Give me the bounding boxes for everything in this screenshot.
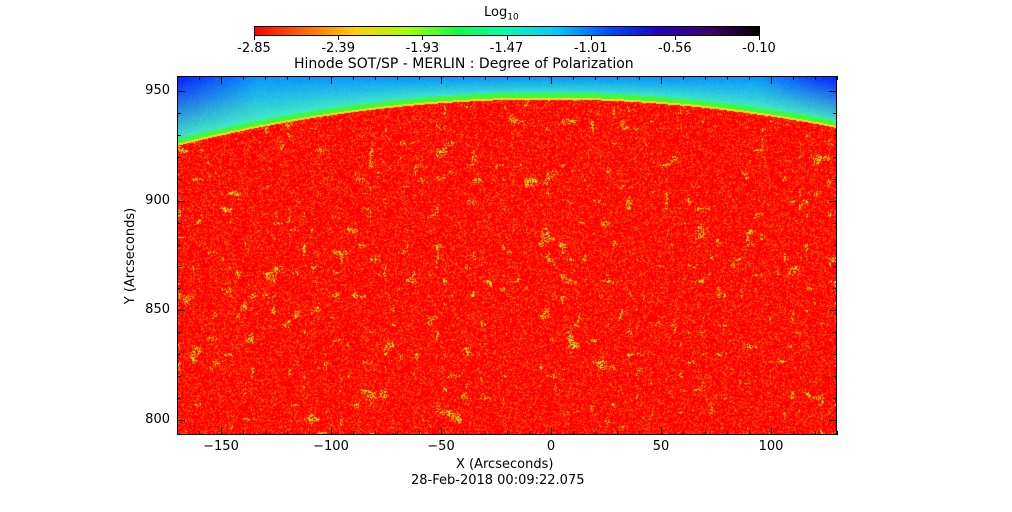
colorbar-tick-label: -1.01 [573,41,608,56]
colorbar-tick-label: -0.56 [658,41,692,56]
timestamp: 28-Feb-2018 00:09:22.075 [411,473,585,488]
y-tick-label: 800 [145,411,170,427]
colorbar-tick-label: -2.39 [321,41,355,56]
figure-title: Hinode SOT/SP - MERLIN : Degree of Polar… [294,56,634,72]
colorbar-tick-label: -1.93 [405,41,440,56]
colorbar-tick-label: -2.85 [237,41,271,56]
colorbar-tick [759,36,760,40]
y-tick-label: 900 [145,192,170,208]
x-tick-label: −100 [313,439,349,454]
colorbar-title: Log10 [484,6,519,25]
x-tick-label: −50 [427,439,455,454]
y-tick-label: 950 [145,83,170,99]
x-axis-label: X (Arcseconds) [456,457,554,472]
colorbar-title-sub: 10 [507,12,519,23]
polarization-map [178,77,836,434]
colorbar-tick [590,36,592,40]
polarization-image [177,76,837,435]
y-tick-label: 850 [145,302,170,318]
x-tick-label: 50 [652,439,670,454]
colorbar-ticks [254,36,760,42]
x-tick-label: 0 [546,439,556,454]
colorbar-tick [422,36,424,40]
colorbar-tick [254,36,255,40]
x-tick-label: 100 [758,439,784,454]
colorbar-tick [674,36,676,40]
colorbar-tick-label: -1.47 [489,41,524,56]
colorbar [254,26,760,36]
y-axis-label: Y (Arcseconds) [123,207,138,305]
x-tick-label: −150 [203,439,239,454]
colorbar-tick [506,36,508,40]
colorbar-tick-label: -0.10 [742,41,776,56]
colorbar-title-main: Log [484,5,508,20]
colorbar-tick [338,36,340,40]
